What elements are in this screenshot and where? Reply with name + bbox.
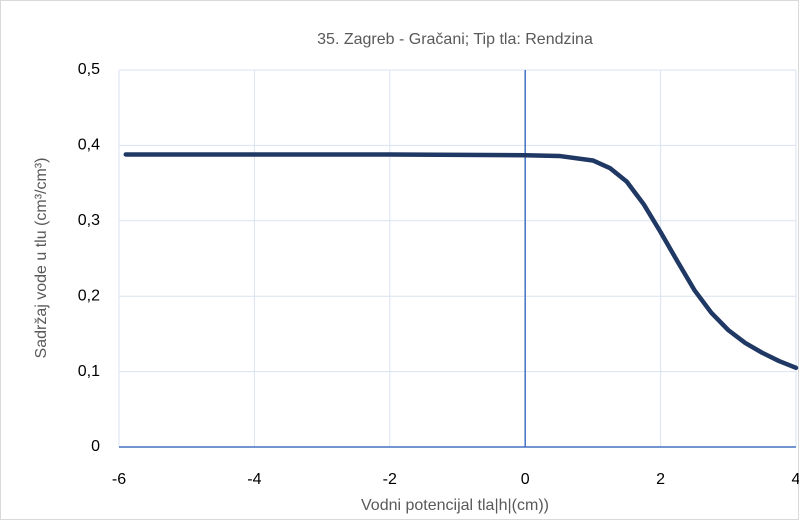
- y-tick-label: 0,2: [78, 287, 100, 304]
- x-tick-label: -6: [112, 471, 126, 488]
- x-tick-label: -4: [247, 471, 261, 488]
- x-tick-label: 4: [792, 471, 799, 488]
- chart-title: 35. Zagreb - Gračani; Tip tla: Rendzina: [317, 31, 593, 48]
- y-tick-label: 0,4: [78, 137, 100, 154]
- x-tick-label: 0: [521, 471, 530, 488]
- y-tick-label: 0: [91, 438, 100, 455]
- y-tick-label: 0,5: [78, 61, 100, 78]
- x-tick-label: -2: [383, 471, 397, 488]
- x-axis-title: Vodni potencijal tla|h|(cm)): [361, 497, 549, 514]
- y-tick-label: 0,3: [78, 212, 100, 229]
- data-line: [123, 152, 799, 371]
- y-tick-label: 0,1: [78, 363, 100, 380]
- y-axis-title: Sadržaj vode u tlu (cm³/cm³): [33, 158, 50, 359]
- x-tick-label: 2: [656, 471, 665, 488]
